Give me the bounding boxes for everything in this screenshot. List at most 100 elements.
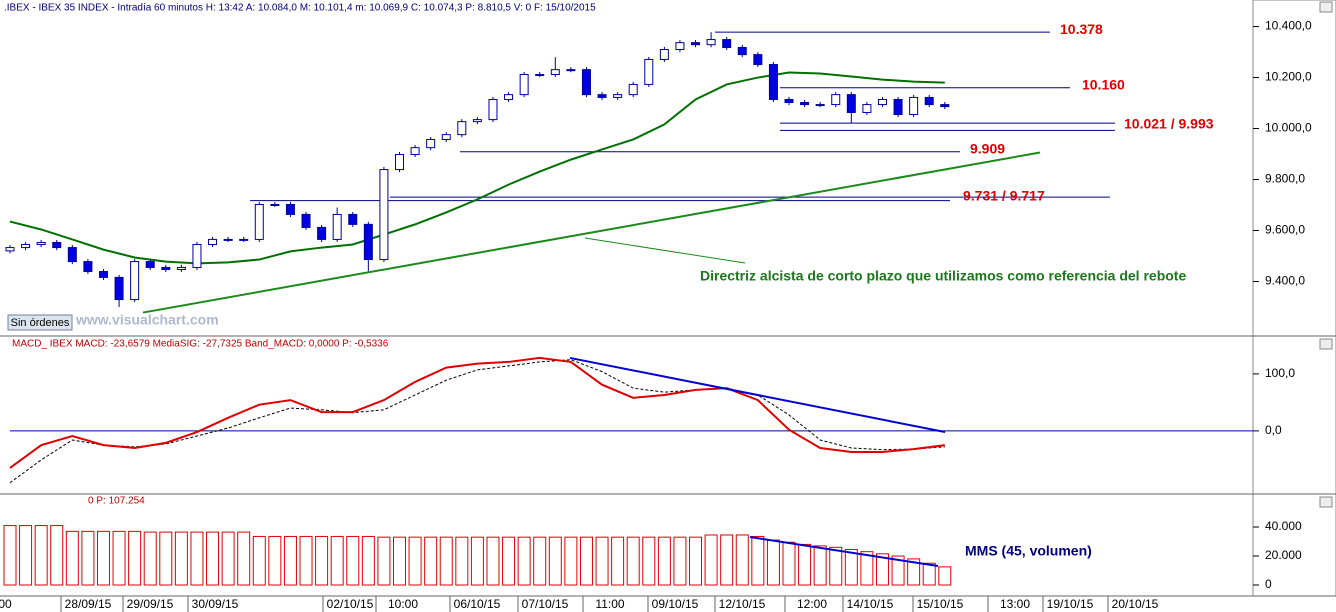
panel-icon[interactable] [1319, 496, 1333, 508]
candle-body [768, 64, 778, 100]
candle-body [176, 266, 186, 270]
candle-body [504, 94, 514, 100]
volume-bar [96, 530, 110, 586]
candle-body [426, 138, 436, 149]
volume-header: 0 P: 107.254 [88, 496, 145, 507]
candle-body [83, 261, 93, 273]
candle-body [613, 94, 623, 98]
level-label: 10.160 [1082, 76, 1125, 92]
panel-icon[interactable] [1319, 338, 1333, 350]
candle-body [223, 238, 233, 241]
level-label: 10.021 / 9.993 [1124, 115, 1214, 131]
volume-bar [502, 536, 516, 586]
level-label: 9.731 / 9.717 [963, 188, 1045, 204]
x-tick-label: 14/10/15 [847, 597, 894, 611]
watermark: www.visualchart.com [75, 312, 219, 328]
candle-body [909, 96, 919, 116]
candle-body [831, 94, 841, 106]
candle-body [5, 247, 15, 252]
candle-body [208, 238, 218, 246]
candle-body [675, 42, 685, 51]
candle-body [784, 98, 794, 104]
candle-body [877, 98, 887, 106]
orders-button-label[interactable]: Sin órdenes [11, 317, 70, 329]
candle-body [753, 54, 763, 66]
macd-trendline [569, 356, 946, 434]
volume-bar [875, 553, 889, 586]
y-tick-label: 100,0 [1265, 366, 1295, 380]
volume-bar [470, 536, 484, 586]
candle-body [317, 226, 327, 240]
volume-trendline [749, 536, 939, 567]
volume-bar [315, 535, 329, 586]
candle-body [924, 96, 934, 106]
x-tick-label: 11:00 [595, 597, 624, 611]
volume-bar [938, 566, 952, 586]
candle-body [815, 104, 825, 107]
candle-body [254, 203, 264, 240]
macd-line [9, 356, 945, 469]
volume-bar [330, 535, 344, 586]
candle-body [691, 42, 701, 46]
candle-body [395, 154, 404, 171]
x-tick-label: 12:00 [797, 597, 827, 611]
candle-body [550, 69, 560, 75]
candle-body [98, 271, 108, 278]
x-tick-label: 07/10/15 [522, 597, 569, 611]
candle-body [566, 69, 576, 72]
panel-icon[interactable] [1319, 1, 1333, 13]
volume-bar [299, 535, 313, 586]
y-tick-label: 10.000,0 [1265, 121, 1312, 135]
volume-bar [751, 535, 765, 586]
y-tick-label: 10.400,0 [1265, 19, 1312, 33]
y-tick-label: 0,0 [1265, 423, 1282, 437]
candle-body [441, 134, 451, 140]
y-tick-label: 0 [1265, 577, 1272, 591]
x-tick-label: 30/09/15 [192, 597, 239, 611]
volume-bar [206, 531, 220, 586]
level-label: 9.909 [970, 140, 1005, 156]
volume-bar [439, 536, 453, 586]
orders-button[interactable] [7, 314, 73, 331]
volume-bar [860, 551, 874, 586]
candle-body [737, 46, 747, 56]
volume-bar [595, 536, 609, 586]
candle-body [192, 244, 202, 268]
volume-bar [112, 530, 126, 586]
candle-body [270, 203, 280, 206]
volume-bar [657, 536, 671, 586]
y-tick-label: 10.200,0 [1265, 70, 1312, 84]
volume-bar [579, 536, 593, 586]
volume-bar [798, 543, 812, 586]
x-tick-label: 28/09/15 [65, 597, 112, 611]
x-tick-label: 13:00 [1000, 597, 1030, 611]
candle-body [36, 241, 46, 246]
candle-body [379, 169, 389, 261]
volume-bar [517, 536, 531, 586]
volume-bar [81, 530, 95, 586]
trendline [142, 151, 1041, 314]
volume-bar [455, 536, 469, 586]
volume-bar [268, 535, 282, 586]
volume-bar [221, 531, 235, 586]
volume-bar [813, 545, 827, 586]
volume-bar [346, 535, 360, 586]
volume-bar [190, 531, 204, 586]
candle-body [301, 213, 311, 228]
candle-body [285, 203, 295, 215]
candle-body [628, 83, 638, 96]
volume-bar [844, 548, 858, 586]
x-tick-label: 09/10/15 [652, 597, 699, 611]
y-tick-label: 9.800,0 [1265, 172, 1305, 186]
volume-bar [393, 536, 406, 586]
volume-bar [3, 525, 17, 586]
volume-bar [283, 535, 297, 586]
candle-body [239, 238, 249, 241]
x-tick-label: 20/10/15 [1112, 597, 1159, 611]
candle-body [348, 213, 358, 225]
macd-header: MACD_ IBEX MACD: -23,6579 MediaSIG: -27,… [12, 339, 389, 350]
volume-bar [424, 536, 438, 586]
candle-body [130, 261, 140, 301]
x-tick-label: 10:00 [388, 597, 418, 611]
